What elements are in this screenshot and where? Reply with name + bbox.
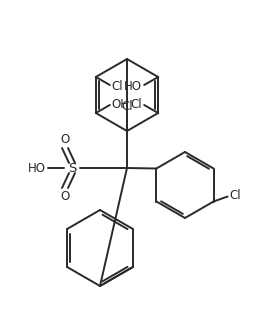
Text: O: O bbox=[60, 190, 70, 203]
Text: Cl: Cl bbox=[112, 79, 123, 92]
Text: Cl: Cl bbox=[121, 100, 133, 113]
Text: OH: OH bbox=[112, 98, 130, 110]
Text: HO: HO bbox=[124, 79, 142, 92]
Text: Cl: Cl bbox=[131, 98, 142, 110]
Text: Cl: Cl bbox=[230, 189, 241, 202]
Text: S: S bbox=[68, 162, 76, 174]
Text: HO: HO bbox=[28, 162, 46, 174]
Text: O: O bbox=[60, 133, 70, 146]
